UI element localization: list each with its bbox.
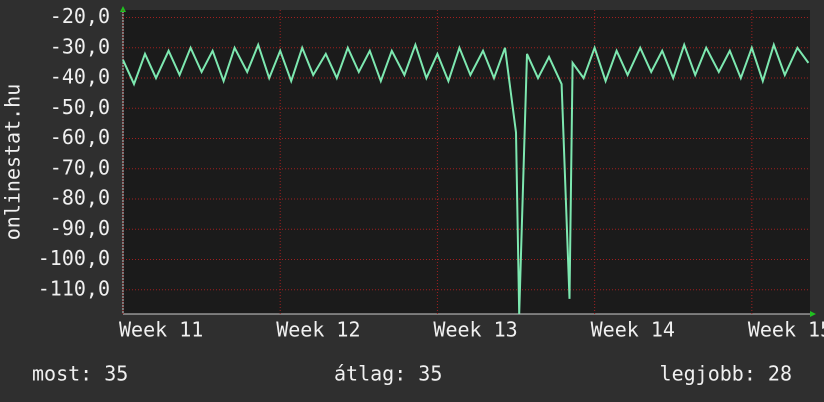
y-tick-label: -60,0 xyxy=(50,125,110,149)
y-tick-label: -20,0 xyxy=(50,4,110,28)
plot-area xyxy=(123,10,810,314)
footer-best: legjobb: 28 xyxy=(660,362,792,386)
x-tick-label: Week 15 xyxy=(748,318,824,342)
y-axis-arrow xyxy=(120,6,126,12)
x-tick-label: Week 13 xyxy=(433,318,517,342)
x-tick-label: Week 11 xyxy=(119,318,203,342)
x-axis-arrow xyxy=(810,311,816,317)
y-tick-label: -40,0 xyxy=(50,65,110,89)
x-tick-label: Week 12 xyxy=(276,318,360,342)
y-tick-label: -80,0 xyxy=(50,186,110,210)
y-tick-label: -90,0 xyxy=(50,216,110,240)
y-tick-label: -30,0 xyxy=(50,34,110,58)
footer-average: átlag: 35 xyxy=(334,362,442,386)
y-tick-label: -110,0 xyxy=(38,276,110,300)
x-tick-label: Week 14 xyxy=(591,318,675,342)
y-tick-label: -50,0 xyxy=(50,95,110,119)
y-axis-label: onlinestat.hu xyxy=(1,84,25,241)
data-line xyxy=(122,41,810,315)
y-tick-label: -100,0 xyxy=(38,246,110,270)
y-tick-label: -70,0 xyxy=(50,155,110,179)
footer-current: most: 35 xyxy=(32,362,128,386)
